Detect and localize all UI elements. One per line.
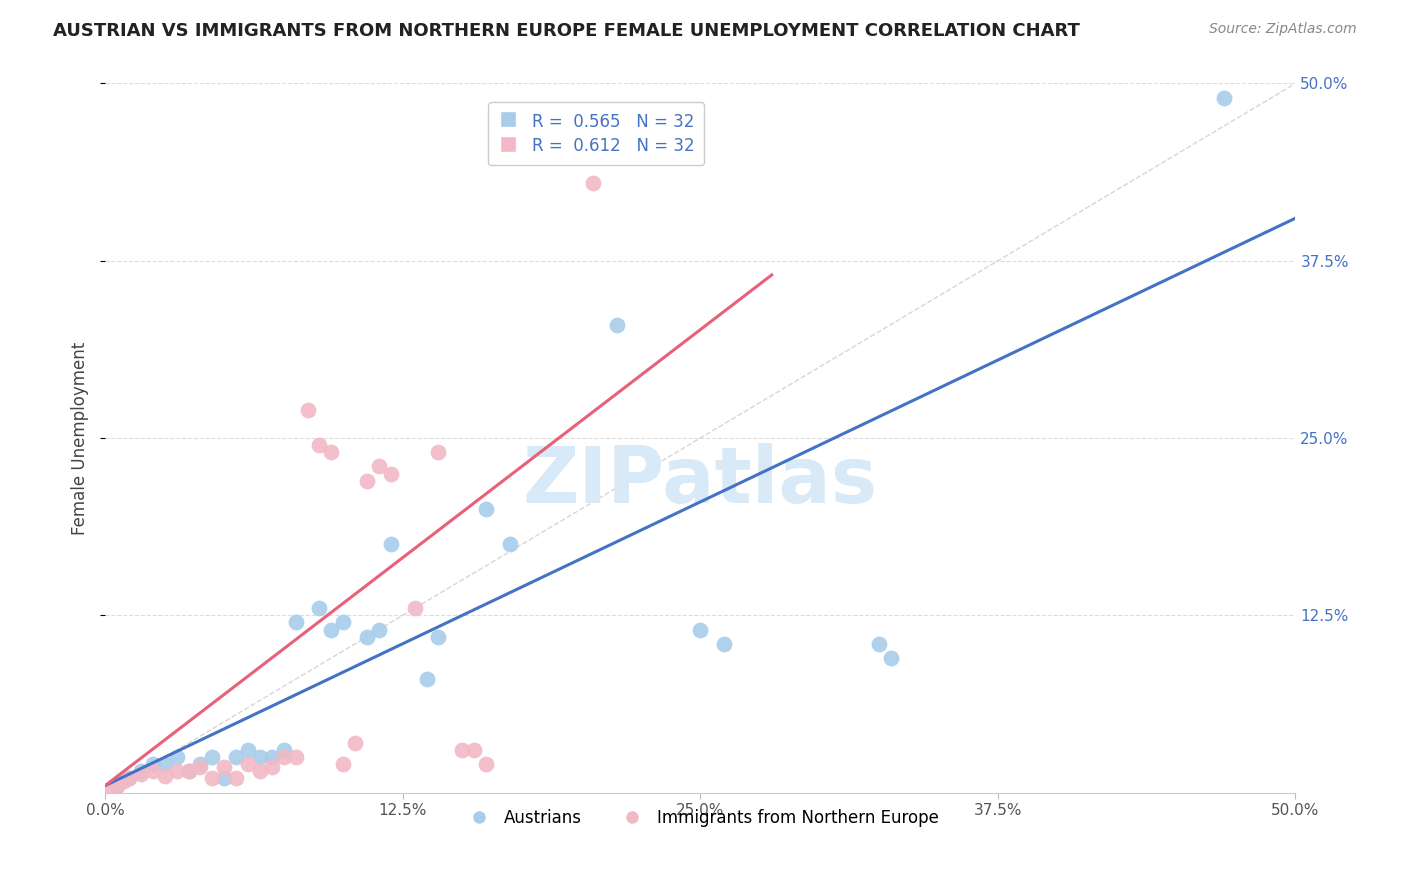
Point [689, 623, 711, 637]
Point [260, 750, 283, 764]
Point [105, 779, 128, 793]
Y-axis label: Female Unemployment: Female Unemployment [72, 342, 89, 534]
Point [129, 764, 152, 779]
Point [212, 760, 235, 774]
Point [177, 764, 200, 779]
Text: ZIPatlas: ZIPatlas [523, 442, 877, 518]
Point [190, 760, 212, 774]
Point [499, 537, 522, 551]
Point [273, 743, 295, 757]
Point [321, 445, 343, 459]
Point [332, 757, 354, 772]
Point [118, 772, 141, 786]
Legend: Austrians, Immigrants from Northern Europe: Austrians, Immigrants from Northern Euro… [456, 803, 945, 834]
Point [249, 764, 271, 779]
Point [368, 459, 391, 474]
Point [451, 743, 474, 757]
Point [475, 757, 498, 772]
Text: AUSTRIAN VS IMMIGRANTS FROM NORTHERN EUROPE FEMALE UNEMPLOYMENT CORRELATION CHAR: AUSTRIAN VS IMMIGRANTS FROM NORTHERN EUR… [53, 22, 1080, 40]
Point [427, 445, 450, 459]
Point [249, 750, 271, 764]
Point [236, 743, 259, 757]
Point [166, 750, 188, 764]
Point [153, 769, 176, 783]
Point [356, 474, 378, 488]
Point [475, 502, 498, 516]
Point [112, 774, 135, 789]
Point [380, 537, 402, 551]
Point [380, 467, 402, 481]
Point [880, 651, 903, 665]
Point [212, 772, 235, 786]
Point [260, 760, 283, 774]
Point [297, 402, 319, 417]
Point [201, 750, 224, 764]
Point [356, 630, 378, 644]
Point [308, 601, 330, 615]
Point [404, 601, 426, 615]
Point [273, 750, 295, 764]
Point [463, 743, 485, 757]
Point [868, 637, 890, 651]
Point [713, 637, 735, 651]
Point [321, 623, 343, 637]
Point [190, 757, 212, 772]
Text: Source: ZipAtlas.com: Source: ZipAtlas.com [1209, 22, 1357, 37]
Point [427, 630, 450, 644]
Point [225, 772, 247, 786]
Point [344, 736, 367, 750]
Point [201, 772, 224, 786]
Point [284, 750, 307, 764]
Point [284, 615, 307, 630]
Point [582, 176, 605, 190]
Point [166, 764, 188, 779]
Point [1213, 90, 1236, 104]
Point [118, 772, 141, 786]
Point [368, 623, 391, 637]
Point [225, 750, 247, 764]
Point [332, 615, 354, 630]
Point [415, 672, 437, 686]
Point [177, 764, 200, 779]
Point [308, 438, 330, 452]
Point [129, 767, 152, 781]
Point [142, 757, 165, 772]
Point [153, 757, 176, 772]
Point [236, 757, 259, 772]
Point [98, 782, 121, 797]
Point [606, 318, 628, 332]
Point [105, 779, 128, 793]
Point [142, 764, 165, 779]
